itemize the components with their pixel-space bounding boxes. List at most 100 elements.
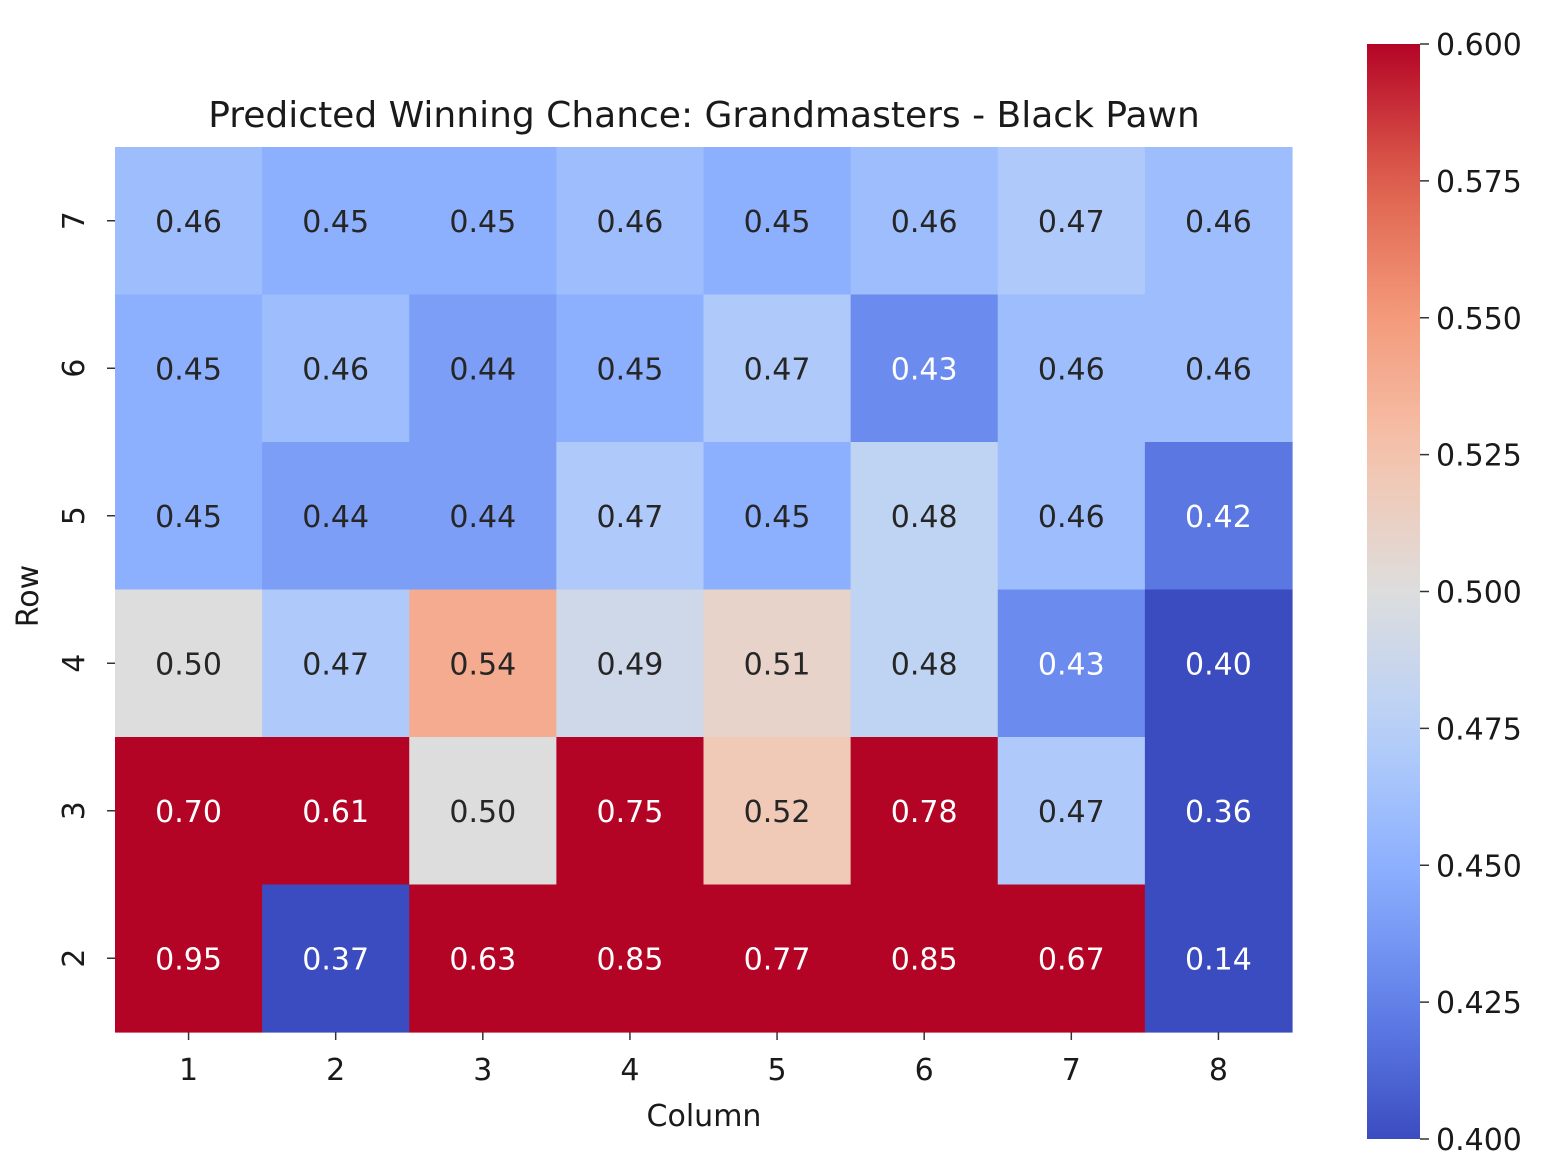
y-tick-label: 3: [57, 801, 92, 820]
cell-label: 0.50: [155, 647, 222, 682]
cell-label: 0.46: [1038, 352, 1105, 387]
cell-label: 0.70: [155, 795, 222, 830]
colorbar-tick-label: 0.425: [1436, 986, 1522, 1021]
cell-label: 0.43: [1038, 647, 1105, 682]
heatmap-cell: [262, 884, 410, 1033]
heatmap-cell: [115, 442, 263, 591]
heatmap-cell: [703, 884, 852, 1033]
cell-label: 0.45: [597, 352, 664, 387]
y-tick-label: 5: [57, 506, 92, 525]
cell-label: 0.44: [449, 352, 516, 387]
heatmap-cell: [850, 442, 999, 591]
chart-title: Predicted Winning Chance: Grandmasters -…: [208, 95, 1200, 136]
heatmap-cell: [409, 147, 557, 296]
cell-label: 0.52: [744, 795, 811, 830]
cell-label: 0.67: [1038, 942, 1105, 977]
cell-label: 0.46: [155, 205, 222, 240]
heatmap-cell: [703, 294, 852, 443]
cell-label: 0.49: [597, 647, 664, 682]
heatmap-cell: [262, 737, 410, 886]
heatmap-cell: [409, 442, 557, 591]
heatmap-cell: [409, 589, 557, 738]
heatmap-cell: [703, 737, 852, 886]
heatmap-cell: [1144, 147, 1293, 296]
heatmap-cell: [997, 294, 1146, 443]
heatmap-cell: [556, 294, 705, 443]
colorbar-tick-label: 0.600: [1436, 28, 1522, 63]
heatmap-cell: [850, 589, 999, 738]
cell-label: 0.46: [302, 352, 369, 387]
cell-label: 0.77: [744, 942, 811, 977]
colorbar-tick-label: 0.400: [1436, 1123, 1522, 1158]
cell-label: 0.78: [891, 795, 958, 830]
y-axis-label: Row: [11, 565, 46, 627]
heatmap-cell: [115, 147, 263, 296]
cell-label: 0.14: [1185, 942, 1252, 977]
x-tick-label: 3: [473, 1053, 492, 1088]
heatmap-cell: [997, 442, 1146, 591]
heatmap-cell: [409, 737, 557, 886]
heatmap-cell: [115, 294, 263, 443]
heatmap-cell: [556, 884, 705, 1033]
cell-label: 0.47: [1038, 795, 1105, 830]
cell-label: 0.46: [1038, 500, 1105, 535]
heatmap-cell: [409, 294, 557, 443]
colorbar-tick-label: 0.450: [1436, 849, 1522, 884]
cell-label: 0.37: [302, 942, 369, 977]
cell-label: 0.54: [449, 647, 516, 682]
colorbar-tick-label: 0.500: [1436, 576, 1522, 611]
heatmap-cell: [1144, 589, 1293, 738]
colorbar-tick-label: 0.525: [1436, 439, 1522, 474]
heatmap-cell: [1144, 737, 1293, 886]
colorbar: 0.400 0.425 0.450 0.475 0.500 0.525 0.550 0.575…: [1367, 28, 1522, 1158]
y-tick-label: 7: [57, 211, 92, 230]
x-tick-label: 5: [768, 1053, 787, 1088]
cell-label: 0.43: [891, 352, 958, 387]
x-tick-label: 8: [1209, 1053, 1228, 1088]
x-tick-label: 1: [179, 1053, 198, 1088]
cell-label: 0.46: [1185, 352, 1252, 387]
heatmap-cell: [1144, 884, 1293, 1033]
heatmap-cell: [1144, 442, 1293, 591]
heatmap-cell: [556, 147, 705, 296]
cell-label: 0.42: [1185, 500, 1252, 535]
colorbar-tick-label: 0.550: [1436, 302, 1522, 337]
cell-label: 0.45: [302, 205, 369, 240]
cell-label: 0.50: [449, 795, 516, 830]
x-tick-label: 6: [915, 1053, 934, 1088]
x-axis: 1 2 3 4 5 6 7 8: [179, 1032, 1228, 1088]
heatmap-cells: 0.46 0.45 0.45 0.46 0.45 0.46 0.47 0.46 0.45 0.46…: [115, 147, 1293, 1033]
heatmap-cell: [115, 737, 263, 886]
heatmap-cell: [703, 442, 852, 591]
cell-label: 0.46: [1185, 205, 1252, 240]
cell-label: 0.45: [155, 352, 222, 387]
cell-label: 0.36: [1185, 795, 1252, 830]
heatmap-cell: [556, 442, 705, 591]
heatmap-cell: [703, 589, 852, 738]
cell-label: 0.51: [744, 647, 811, 682]
heatmap-cell: [262, 147, 410, 296]
cell-label: 0.75: [597, 795, 664, 830]
y-tick-label: 4: [57, 654, 92, 673]
cell-label: 0.46: [891, 205, 958, 240]
x-tick-label: 7: [1062, 1053, 1081, 1088]
y-axis: 7 6 5 4 3 2: [57, 211, 115, 968]
y-tick-label: 6: [57, 359, 92, 378]
cell-label: 0.46: [597, 205, 664, 240]
cell-label: 0.45: [155, 500, 222, 535]
cell-label: 0.85: [891, 942, 958, 977]
cell-label: 0.47: [744, 352, 811, 387]
cell-label: 0.47: [1038, 205, 1105, 240]
cell-label: 0.45: [449, 205, 516, 240]
heatmap-cell: [850, 737, 999, 886]
heatmap-cell: [262, 442, 410, 591]
cell-label: 0.47: [302, 647, 369, 682]
colorbar-tick-label: 0.475: [1436, 712, 1522, 747]
cell-label: 0.48: [891, 500, 958, 535]
heatmap-cell: [997, 737, 1146, 886]
cell-label: 0.44: [302, 500, 369, 535]
cell-label: 0.48: [891, 647, 958, 682]
heatmap-cell: [850, 884, 999, 1033]
heatmap-cell: [1144, 294, 1293, 443]
